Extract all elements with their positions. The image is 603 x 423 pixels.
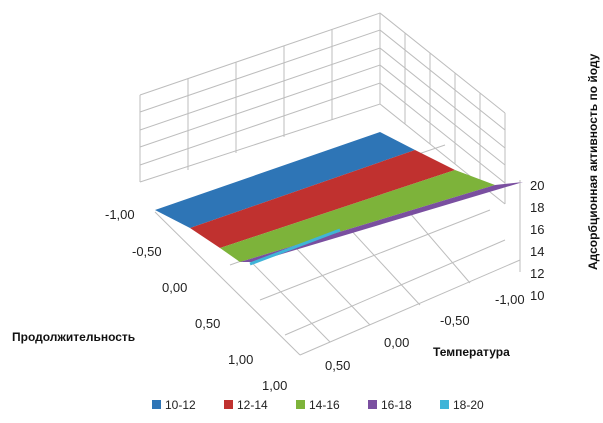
z-tick: 12 — [530, 266, 544, 281]
surface — [155, 132, 523, 266]
z-tick: 18 — [530, 200, 544, 215]
legend-label: 10-12 — [165, 398, 196, 412]
surface-band-10-12 — [155, 132, 415, 228]
x-tick: 0,50 — [195, 316, 220, 331]
y-tick: -1,00 — [495, 292, 525, 307]
surface-band-12-14 — [190, 150, 455, 248]
legend-label: 16-18 — [381, 398, 412, 412]
x-tick: 1,00 — [228, 352, 253, 367]
legend-swatch — [440, 400, 449, 409]
y-tick: 0,50 — [325, 358, 350, 373]
y-axis: -1,00 -0,50 0,00 0,50 — [325, 292, 525, 373]
legend-swatch — [296, 400, 305, 409]
surface-band-14-16 — [220, 170, 495, 262]
legend-item-12-14: 12-14 — [224, 398, 268, 412]
legend-item-10-12: 10-12 — [152, 398, 196, 412]
legend-swatch — [152, 400, 161, 409]
z-tick: 20 — [530, 178, 544, 193]
z-tick: 10 — [530, 288, 544, 303]
z-tick: 14 — [530, 244, 544, 259]
legend-swatch — [368, 400, 377, 409]
z-axis: 20 18 16 14 12 10 — [519, 178, 544, 303]
legend: 10-12 12-14 14-16 16-18 18-20 — [152, 398, 484, 412]
z-tick: 16 — [530, 222, 544, 237]
legend-label: 12-14 — [237, 398, 268, 412]
y-tick: -0,50 — [440, 313, 470, 328]
legend-swatch — [224, 400, 233, 409]
legend-item-18-20: 18-20 — [440, 398, 484, 412]
legend-label: 18-20 — [453, 398, 484, 412]
x-axis: -1,00 -0,50 0,00 0,50 1,00 1,00 — [105, 207, 287, 393]
x-axis-title: Продолжительность — [12, 330, 135, 344]
z-axis-title: Адсорбционная активность по йоду — [586, 53, 600, 270]
x-tick: 0,00 — [162, 280, 187, 295]
y-tick: 0,00 — [384, 335, 409, 350]
x-tick-extra: 1,00 — [262, 378, 287, 393]
back-wall-grid — [139, 12, 506, 205]
legend-item-16-18: 16-18 — [368, 398, 412, 412]
surface-band-18-20 — [249, 228, 341, 266]
x-tick: -0,50 — [132, 244, 162, 259]
legend-label: 14-16 — [309, 398, 340, 412]
y-axis-title: Температура — [433, 345, 510, 359]
x-tick: -1,00 — [105, 207, 135, 222]
legend-item-14-16: 14-16 — [296, 398, 340, 412]
